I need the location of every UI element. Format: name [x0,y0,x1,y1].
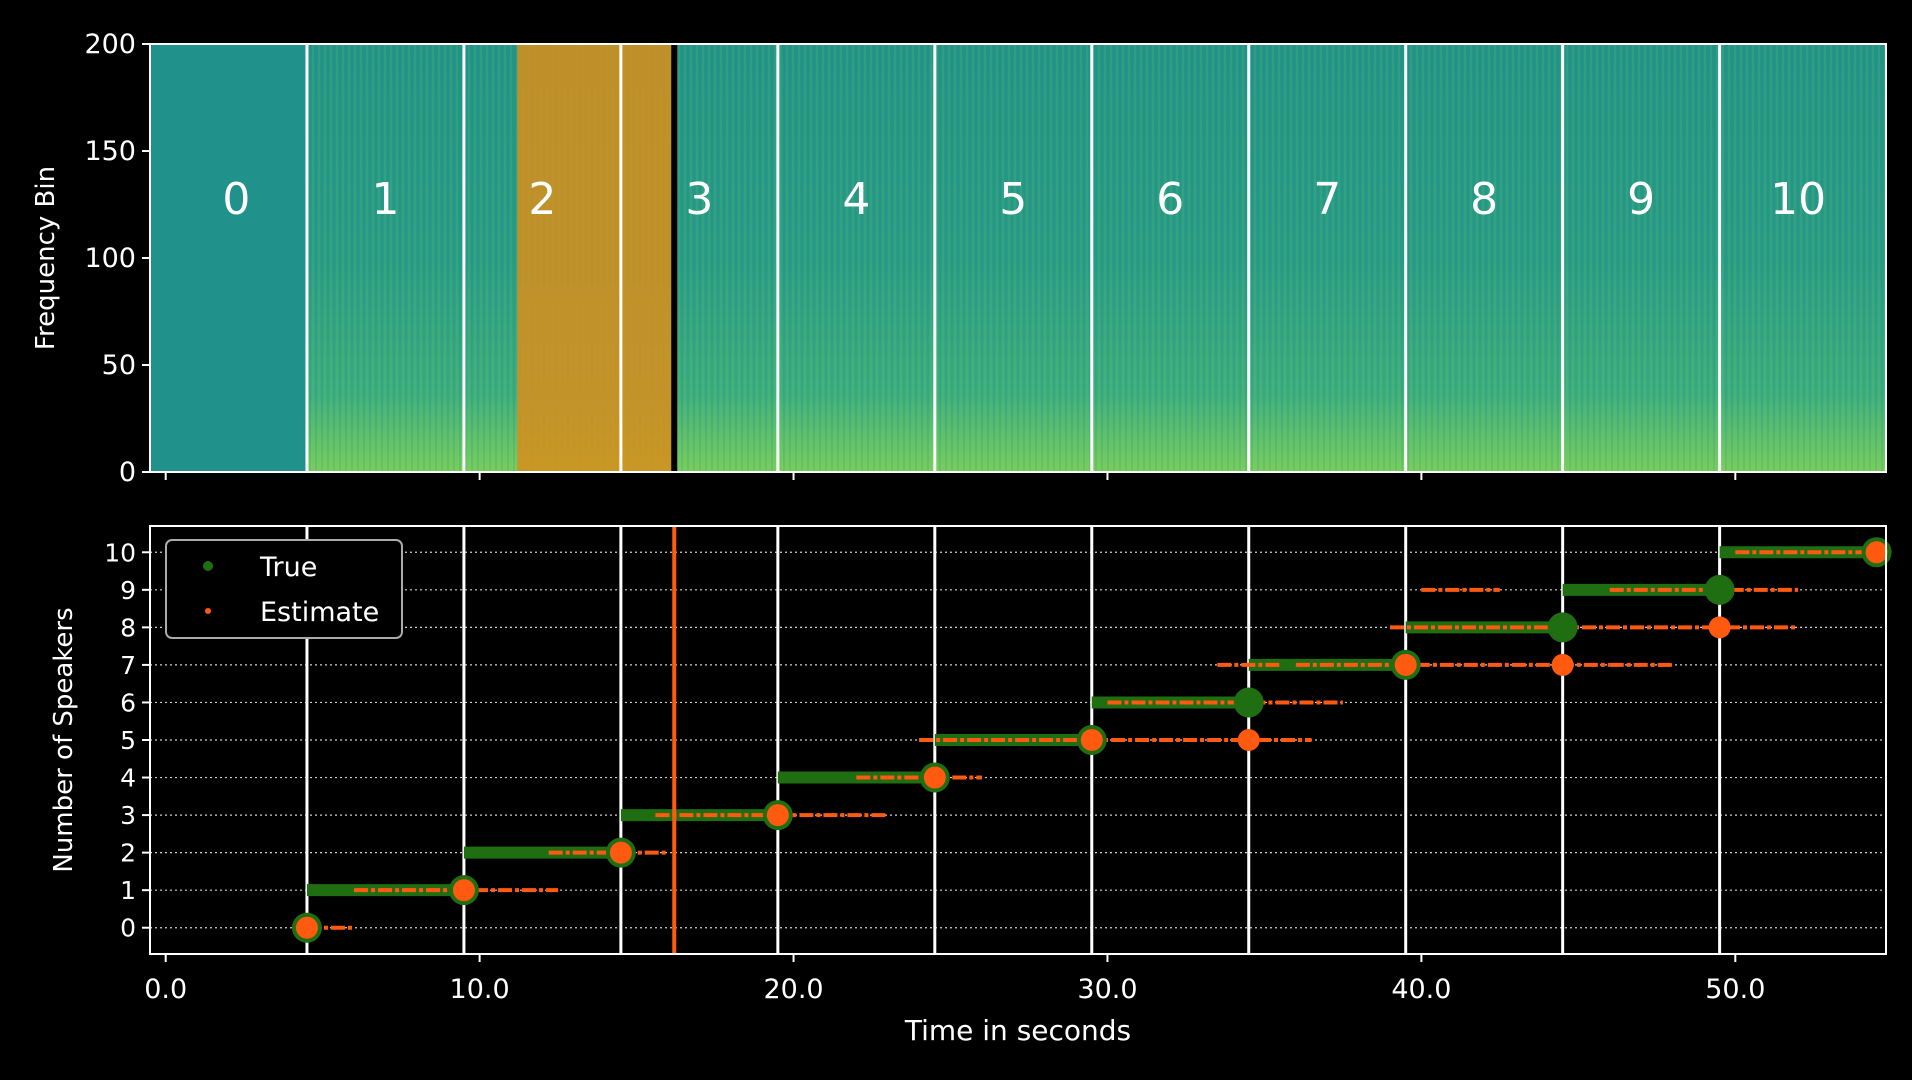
segment-label: 7 [1313,174,1341,225]
x-tick-label: 10.0 [450,974,510,1005]
segment-label: 6 [1156,174,1184,225]
y-tick-label: 150 [84,136,136,167]
estimate-point [1708,616,1731,639]
spectrogram-x-ticks [164,472,1737,480]
y-tick-label: 4 [120,764,136,793]
x-tick-label: 30.0 [1077,974,1137,1005]
y-tick-label: 2 [120,839,136,868]
x-tick-label: 20.0 [763,974,823,1005]
speaker-y-label: Number of Speakers [49,607,79,872]
segment-label: 3 [685,174,713,225]
highlight-segment [517,44,675,472]
y-tick-label: 10 [104,538,136,567]
segment-label: 10 [1770,174,1826,225]
legend-box [165,539,403,639]
true-point [1547,612,1578,643]
legend-estimate-marker [205,608,211,614]
y-tick-label: 0 [119,457,136,488]
grid-lines [150,551,1886,929]
true-point [1233,687,1264,718]
segment-label: 2 [528,174,556,225]
time-x-label: Time in seconds [904,1014,1131,1047]
y-tick-label: 1 [120,876,136,905]
estimate-point [452,879,475,902]
x-tick-label: 0.0 [144,974,187,1005]
y-tick-label: 8 [120,613,136,642]
segment-labels: 0 1 2 3 4 5 6 7 8 9 10 [222,174,1826,225]
x-tick-label: 50.0 [1705,974,1765,1005]
estimate-point [609,841,632,864]
y-tick-label: 9 [120,576,136,605]
y-tick-label: 6 [120,688,136,717]
segment-boundaries [305,44,1722,472]
segment-label: 1 [371,174,399,225]
spectrogram-texture [150,44,1886,472]
estimate-point [923,766,946,789]
segment-label: 8 [1470,174,1498,225]
true-point [1704,574,1735,605]
legend: True Estimate [165,539,403,639]
y-tick-label: 3 [120,801,136,830]
legend-estimate-label: Estimate [260,597,379,628]
spectrogram-panel: 0 1 2 3 4 5 6 7 8 9 10 0 50 100 150 200 Frequency Bin [31,29,1887,488]
y-tick-label: 200 [84,29,136,60]
estimate-point [1865,541,1888,564]
estimate-point [1551,653,1574,676]
segment-label: 4 [842,174,870,225]
y-tick-label: 5 [120,726,136,755]
marker-bar-top [671,44,678,472]
spectrogram-y-label: Frequency Bin [31,166,61,350]
estimate-point [295,916,318,939]
y-tick-label: 100 [84,243,136,274]
speaker-y-axis: 0 1 2 3 4 5 6 7 8 9 10 [104,538,150,943]
x-tick-label: 40.0 [1391,974,1451,1005]
y-tick-label: 50 [102,350,136,381]
estimate-point [766,804,789,827]
spectrogram-y-axis: 0 50 100 150 200 [84,29,150,488]
y-tick-label: 7 [120,651,136,680]
legend-true-label: True [259,552,317,583]
estimate-point [1394,653,1417,676]
estimate-series-points [295,541,1888,939]
speaker-count-panel: 0 1 2 3 4 5 6 7 8 9 10 0.0 10.0 20.0 30.0 40.0 50.0 Num… [49,525,1892,1047]
time-x-axis: 0.0 10.0 20.0 30.0 40.0 50.0 [144,954,1765,1005]
estimate-point [1080,729,1103,751]
legend-true-marker [203,561,213,571]
silent-segment [150,44,307,472]
estimate-point [1237,729,1260,751]
y-tick-label: 0 [120,914,136,943]
segment-label: 5 [999,174,1027,225]
segment-label: 0 [222,174,250,225]
segment-label: 9 [1627,174,1655,225]
